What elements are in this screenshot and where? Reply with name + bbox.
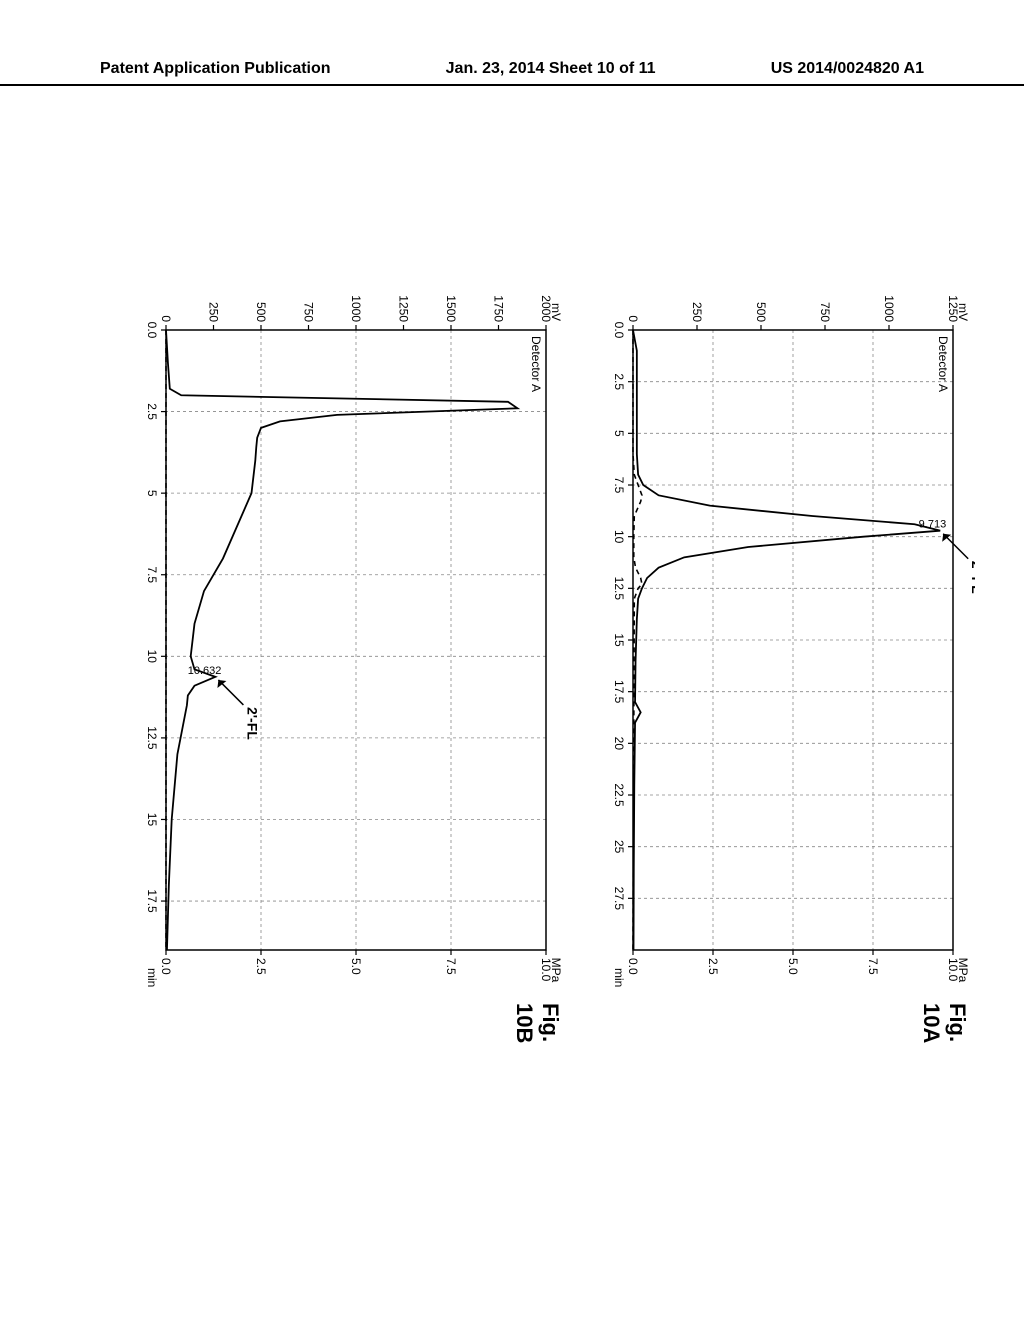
svg-text:5.0: 5.0 [349,958,363,975]
svg-text:5.0: 5.0 [786,958,800,975]
svg-text:2'-FL: 2'-FL [969,561,975,594]
svg-text:750: 750 [302,302,316,322]
svg-text:Detector A: Detector A [529,336,543,392]
svg-text:min: min [612,968,626,987]
svg-text:1500: 1500 [444,295,458,322]
svg-text:10.632: 10.632 [188,665,222,677]
svg-text:22.5: 22.5 [612,783,626,807]
svg-text:0: 0 [626,315,640,322]
chart-a: 025050075010001250mV0.02.55.07.510.0MPa0… [598,275,975,998]
svg-text:250: 250 [690,302,704,322]
svg-text:7.5: 7.5 [145,566,159,583]
svg-text:mV: mV [956,303,970,321]
charts-rotated-container: 025050075010001250mV0.02.55.07.510.0MPa0… [75,275,975,975]
svg-text:2.5: 2.5 [612,373,626,390]
svg-text:1000: 1000 [882,295,896,322]
svg-text:2.5: 2.5 [145,403,159,420]
svg-text:750: 750 [818,302,832,322]
svg-text:Detector A: Detector A [936,336,950,392]
svg-text:2.5: 2.5 [254,958,268,975]
svg-text:10: 10 [612,530,626,544]
svg-text:250: 250 [207,302,221,322]
svg-text:0.0: 0.0 [612,322,626,339]
svg-text:12.5: 12.5 [612,577,626,601]
svg-text:12.5: 12.5 [145,726,159,750]
svg-text:27.5: 27.5 [612,887,626,911]
svg-text:0.0: 0.0 [626,958,640,975]
fig-10a-label: Fig. 10A [918,1003,970,1043]
svg-text:7.5: 7.5 [444,958,458,975]
svg-text:2.5: 2.5 [706,958,720,975]
svg-text:9.713: 9.713 [919,519,947,531]
chart-b-container: 025050075010001250150017502000mV0.02.55.… [131,275,568,975]
svg-text:17.5: 17.5 [612,680,626,704]
patent-header: Patent Application Publication Jan. 23, … [0,60,1024,86]
svg-text:500: 500 [754,302,768,322]
header-left: Patent Application Publication [100,60,331,78]
svg-text:0.0: 0.0 [145,322,159,339]
chart-a-container: 025050075010001250mV0.02.55.07.510.0MPa0… [598,275,975,975]
svg-text:7.5: 7.5 [612,477,626,494]
svg-text:10: 10 [145,650,159,664]
header-right: US 2014/0024820 A1 [771,60,924,78]
svg-text:15: 15 [612,633,626,647]
svg-text:15: 15 [145,813,159,827]
svg-text:2'-FL: 2'-FL [244,707,260,740]
svg-text:5: 5 [612,430,626,437]
svg-text:20: 20 [612,737,626,751]
svg-text:min: min [145,968,159,987]
svg-text:0.0: 0.0 [159,958,173,975]
svg-text:MPa: MPa [549,958,563,983]
svg-text:0: 0 [159,315,173,322]
svg-text:1750: 1750 [492,295,506,322]
svg-text:mV: mV [549,303,563,321]
svg-text:1000: 1000 [349,295,363,322]
svg-text:MPa: MPa [956,958,970,983]
svg-text:25: 25 [612,840,626,854]
chart-b: 025050075010001250150017502000mV0.02.55.… [131,275,568,998]
svg-text:1250: 1250 [397,295,411,322]
svg-text:500: 500 [254,302,268,322]
svg-text:5: 5 [145,490,159,497]
fig-10b-label: Fig. 10B [511,1003,563,1043]
svg-text:17.5: 17.5 [145,889,159,913]
svg-text:7.5: 7.5 [866,958,880,975]
header-center: Jan. 23, 2014 Sheet 10 of 11 [446,60,656,78]
